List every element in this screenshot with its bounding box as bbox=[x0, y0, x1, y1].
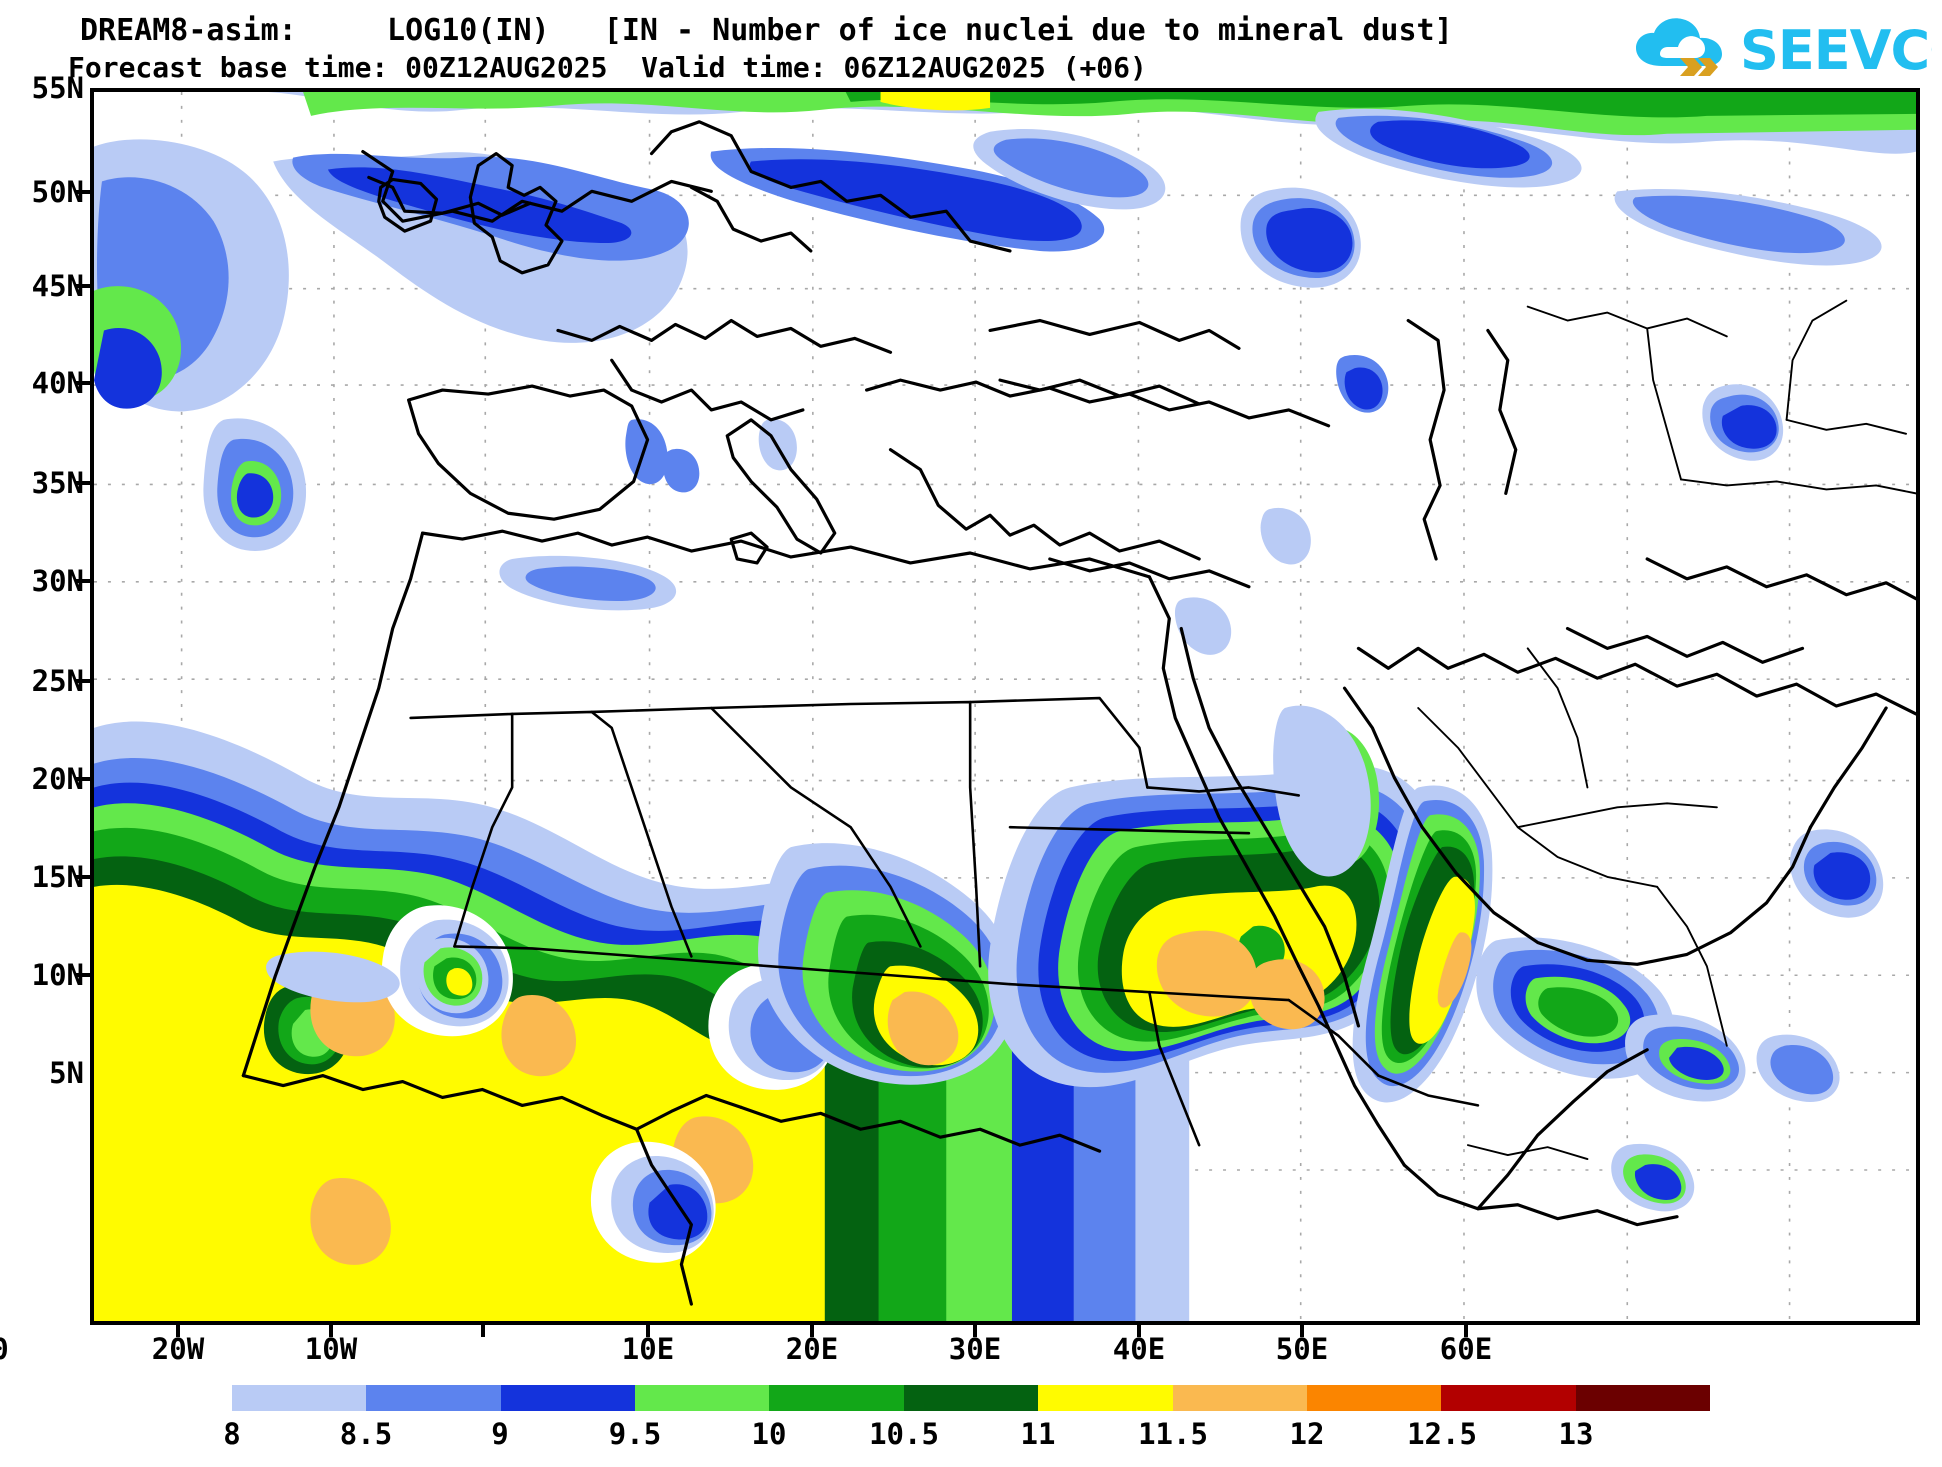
y-tickmark bbox=[76, 679, 90, 683]
colorbar-segment-9 bbox=[1441, 1385, 1576, 1411]
y-tick-40n: 40N bbox=[31, 366, 84, 400]
y-tick-45n: 45N bbox=[31, 269, 84, 303]
x-tick-50e: 50E bbox=[1275, 1332, 1329, 1366]
colorbar-tick-12-5: 12.5 bbox=[1407, 1417, 1477, 1451]
colorbar-tick-11-5: 11.5 bbox=[1138, 1417, 1208, 1451]
colorbar-tick-11: 11 bbox=[1020, 1417, 1056, 1451]
y-tick-10n: 10N bbox=[31, 958, 84, 992]
contour-group-west-africa bbox=[94, 721, 1190, 1321]
x-tick-30e: 30E bbox=[948, 1332, 1002, 1366]
chart-title-line-2: Forecast base time: 00Z12AUG2025 Valid t… bbox=[68, 51, 1147, 84]
contour-group-northeast-africa bbox=[988, 705, 1493, 1103]
contour-group-mediterranean bbox=[499, 355, 1389, 655]
x-tick-10e: 10E bbox=[621, 1332, 675, 1366]
x-tick-20w: 20W bbox=[151, 1332, 205, 1366]
x-tickmark bbox=[1137, 1325, 1141, 1337]
forecast-map bbox=[94, 92, 1916, 1321]
y-tickmark bbox=[76, 381, 90, 385]
x-tickmark bbox=[1464, 1325, 1468, 1337]
chevron-arrow-icon bbox=[1680, 58, 1718, 76]
x-tickmark bbox=[329, 1325, 333, 1337]
x-tickmark bbox=[810, 1325, 814, 1337]
y-tickmark bbox=[76, 579, 90, 583]
chart-title-line-1: DREAM8-asim: LOG10(IN) [IN - Number of i… bbox=[80, 13, 1453, 48]
y-tick-50n: 50N bbox=[31, 175, 84, 209]
colorbar-tick-10: 10 bbox=[751, 1417, 787, 1451]
y-tickmark bbox=[76, 481, 90, 485]
colorbar-segment-6 bbox=[1038, 1385, 1173, 1411]
colorbar-segment-8 bbox=[1306, 1385, 1442, 1411]
contour-group-arabia bbox=[1240, 187, 1884, 918]
colorbar-segment-2 bbox=[500, 1385, 636, 1411]
x-tickmark bbox=[1300, 1325, 1304, 1337]
y-tickmark bbox=[76, 875, 90, 879]
colorbar-tick-12: 12 bbox=[1289, 1417, 1325, 1451]
colorbar-segment-5 bbox=[903, 1385, 1039, 1411]
colorbar-tick-8: 8 bbox=[223, 1417, 241, 1451]
x-tickmark bbox=[973, 1325, 977, 1337]
y-tick-55n: 55N bbox=[31, 71, 84, 105]
map-coastlines bbox=[241, 120, 1916, 1306]
x-tick-20e: 20E bbox=[785, 1332, 839, 1366]
y-tick-25n: 25N bbox=[31, 664, 84, 698]
colorbar-tick-10-5: 10.5 bbox=[869, 1417, 939, 1451]
logo-text: SEEVCCC bbox=[1740, 19, 1932, 76]
x-tickmark bbox=[646, 1325, 650, 1337]
y-tickmark bbox=[76, 973, 90, 977]
colorbar-segment-0 bbox=[232, 1385, 367, 1411]
contour-group-northwest-europe bbox=[268, 92, 1916, 343]
colorbar-tick-9: 9 bbox=[491, 1417, 509, 1451]
chart-header: DREAM8-asim: LOG10(IN) [IN - Number of i… bbox=[0, 0, 1942, 88]
colorbar-tick-9-5: 9.5 bbox=[608, 1417, 662, 1451]
colorbar-segment-7 bbox=[1172, 1385, 1307, 1411]
dust-concentration-contours bbox=[94, 92, 1916, 1321]
y-tickmark bbox=[76, 777, 90, 781]
seevccc-logo: SEEVCCC bbox=[1632, 14, 1932, 76]
x-tickmark bbox=[481, 1325, 485, 1337]
y-tick-35n: 35N bbox=[31, 466, 84, 500]
y-tickmark bbox=[76, 284, 90, 288]
y-tickmark bbox=[76, 190, 90, 194]
y-tick-30n: 30N bbox=[31, 564, 84, 598]
y-tick-15n: 15N bbox=[31, 860, 84, 894]
x-tick-10w: 10W bbox=[304, 1332, 358, 1366]
x-tick-40e: 40E bbox=[1112, 1332, 1166, 1366]
colorbar-segment-10 bbox=[1575, 1385, 1710, 1411]
y-tick-5n: 5N bbox=[49, 1056, 84, 1090]
colorbar-tick-8-5: 8.5 bbox=[339, 1417, 393, 1451]
contour-group-central-sahel bbox=[266, 843, 1017, 1085]
cloud-icon bbox=[1636, 18, 1722, 66]
colorbar-segment-1 bbox=[366, 1385, 501, 1411]
colorbar-strip[interactable] bbox=[232, 1385, 1710, 1411]
contour-group-north-atlantic bbox=[94, 139, 307, 552]
x-tick-0: 0 bbox=[0, 1332, 9, 1366]
contour-group-horn-of-africa bbox=[1476, 937, 1840, 1212]
colorbar-segment-4 bbox=[769, 1385, 904, 1411]
colorbar-legend: 8 8.5 9 9.5 10 10.5 11 11.5 12 12.5 13 bbox=[0, 1385, 1942, 1467]
x-tick-60e: 60E bbox=[1439, 1332, 1493, 1366]
x-tickmark bbox=[176, 1325, 180, 1337]
colorbar-tick-13: 13 bbox=[1558, 1417, 1594, 1451]
map-plot-area[interactable] bbox=[90, 88, 1920, 1325]
y-tick-20n: 20N bbox=[31, 762, 84, 796]
colorbar-segment-3 bbox=[635, 1385, 770, 1411]
